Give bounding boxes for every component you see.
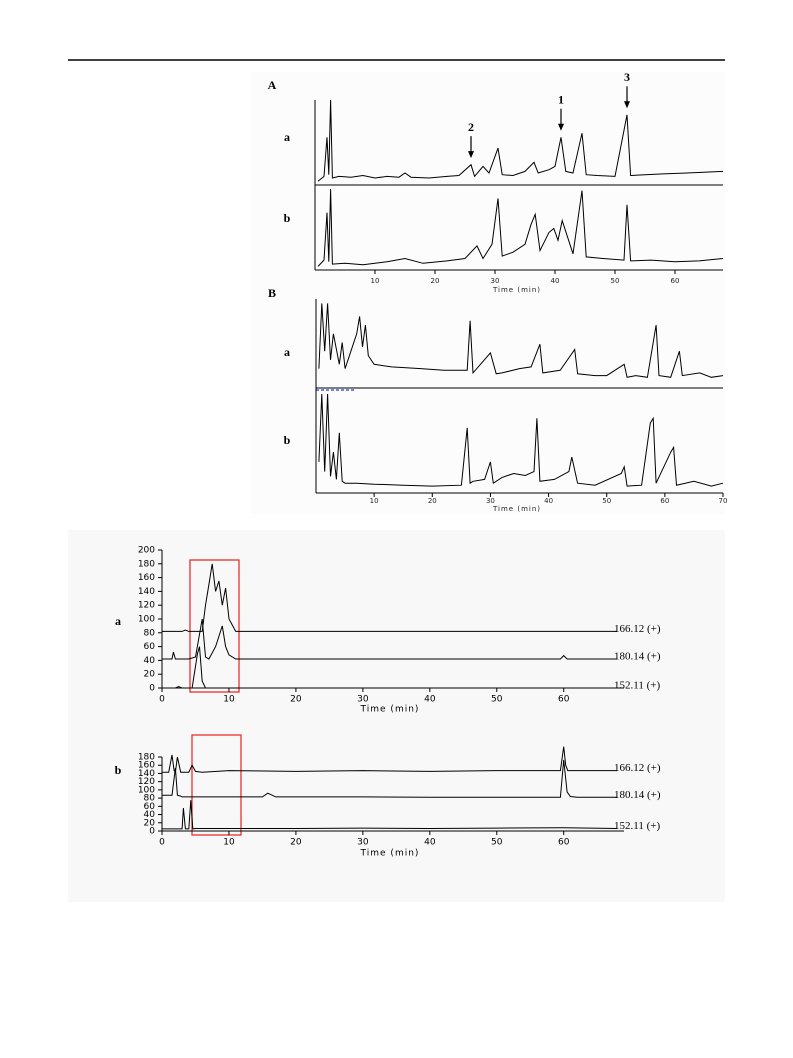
highlight-box (189, 559, 240, 693)
trace-label: 166.12 (+) (614, 762, 661, 774)
y-tick-label: 140 (138, 769, 155, 779)
x-tick-label: 40 (424, 695, 436, 705)
panel-label: B (268, 286, 276, 300)
y-tick-label: 180 (138, 753, 155, 763)
trace (318, 393, 724, 487)
annotation-arrowhead (558, 123, 564, 131)
trace-label: a (284, 130, 290, 144)
y-tick-label: 40 (144, 656, 156, 666)
y-tick-label: 80 (144, 794, 156, 804)
y-tick-label: 40 (144, 810, 156, 820)
x-tick-label: 20 (290, 695, 302, 705)
x-tick-label: 60 (660, 497, 669, 505)
trace (317, 188, 724, 267)
annotation-arrowhead (468, 151, 474, 159)
trace (162, 759, 618, 798)
x-axis-label: Time (min) (360, 849, 420, 859)
x-tick-label: 0 (159, 838, 165, 848)
trace-label: 180.14 (+) (614, 651, 661, 663)
x-tick-label: 10 (370, 497, 379, 505)
annotation-label: 2 (468, 120, 474, 134)
x-tick-label: 10 (371, 277, 380, 285)
y-tick-label: 20 (144, 818, 156, 828)
trace (162, 646, 618, 689)
x-tick-label: 50 (602, 497, 611, 505)
y-tick-label: 60 (144, 802, 156, 812)
x-axis-label: Time (min) (492, 286, 541, 294)
trace-label: 152.11 (+) (614, 820, 660, 832)
x-tick-label: 60 (558, 838, 570, 848)
trace (162, 800, 618, 830)
y-tick-label: 120 (138, 601, 155, 611)
annotation-label: 3 (624, 70, 630, 84)
y-tick-label: 120 (138, 777, 155, 787)
x-tick-label: 40 (424, 838, 436, 848)
y-tick-label: 20 (144, 670, 156, 680)
trace-label: 166.12 (+) (614, 623, 661, 635)
y-tick-label: 60 (144, 642, 156, 652)
trace-label: b (284, 433, 291, 447)
y-tick-label: 140 (138, 587, 155, 597)
annotation-label: 1 (558, 92, 564, 106)
y-tick-label: 80 (144, 628, 156, 638)
highlight-box (191, 734, 242, 836)
x-tick-label: 20 (428, 497, 437, 505)
panel-label: b (115, 763, 122, 777)
x-tick-label: 20 (431, 277, 440, 285)
trace (318, 303, 724, 378)
figure-bottom-background (68, 530, 725, 902)
x-tick-label: 30 (357, 695, 369, 705)
x-tick-label: 30 (357, 838, 369, 848)
x-tick-label: 30 (491, 277, 500, 285)
figure-top-background (250, 72, 725, 514)
x-tick-label: 40 (544, 497, 553, 505)
x-axis-label: Time (min) (492, 505, 541, 513)
y-tick-label: 160 (138, 761, 155, 771)
y-tick-label: 160 (138, 573, 155, 583)
y-tick-label: 180 (138, 559, 155, 569)
x-tick-label: 60 (558, 695, 570, 705)
x-tick-label: 70 (719, 497, 728, 505)
y-tick-label: 0 (149, 827, 155, 837)
y-tick-label: 0 (149, 684, 155, 694)
x-tick-label: 60 (671, 277, 680, 285)
x-tick-label: 30 (486, 497, 495, 505)
panel-label: a (115, 614, 121, 628)
trace (162, 563, 618, 632)
panel-label: A (268, 78, 277, 92)
trace-label: 180.14 (+) (614, 789, 661, 801)
y-tick-label: 200 (138, 546, 155, 556)
trace (162, 618, 618, 660)
x-tick-label: 40 (551, 277, 560, 285)
x-tick-label: 50 (491, 838, 503, 848)
x-tick-label: 10 (223, 838, 235, 848)
annotation-arrowhead (624, 101, 630, 109)
trace-label: a (284, 345, 290, 359)
trace-label: b (284, 211, 291, 225)
trace-label: 152.11 (+) (614, 680, 660, 692)
x-tick-label: 50 (491, 695, 503, 705)
y-tick-label: 100 (138, 615, 155, 625)
x-tick-label: 20 (290, 838, 302, 848)
x-axis-label: Time (min) (360, 705, 420, 715)
trace (317, 99, 724, 182)
x-tick-label: 10 (223, 695, 235, 705)
y-tick-label: 100 (138, 785, 155, 795)
x-tick-label: 0 (159, 695, 165, 705)
x-tick-label: 50 (611, 277, 620, 285)
